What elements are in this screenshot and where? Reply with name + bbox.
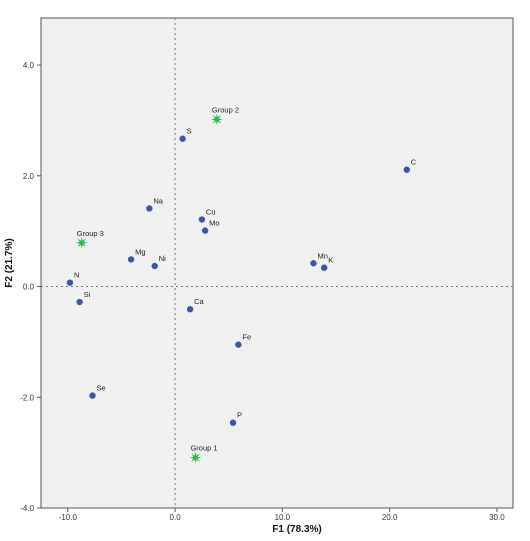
x-tick-label: 10.0 xyxy=(275,513,291,522)
group-point-group-3 xyxy=(76,237,88,249)
element-point-na xyxy=(146,205,152,211)
element-point-mn xyxy=(310,260,316,266)
x-axis-title: F1 (78.3%) xyxy=(272,524,321,535)
x-axis: -10.0 0.0 10.0 20.0 30.0 xyxy=(59,508,506,522)
point-label-se: Se xyxy=(96,384,105,393)
x-tick-label: 20.0 xyxy=(382,513,398,522)
point-label-fe: Fe xyxy=(242,333,251,342)
point-label-ca: Ca xyxy=(194,297,204,306)
group-point-group-1 xyxy=(189,452,201,464)
x-tick-label: 0.0 xyxy=(170,513,182,522)
element-point-se xyxy=(89,392,95,398)
y-tick-label: 4.0 xyxy=(23,61,35,70)
point-label-p: P xyxy=(237,411,242,420)
element-point-si xyxy=(76,299,82,305)
y-axis: -4.0 -2.0 0.0 2.0 4.0 xyxy=(20,61,41,513)
point-label-ni: Ni xyxy=(159,254,166,263)
point-label-si: Si xyxy=(84,290,91,299)
plot-area xyxy=(41,18,513,508)
y-tick-label: 2.0 xyxy=(23,172,35,181)
y-tick-label: 0.0 xyxy=(23,283,35,292)
y-tick-label: -2.0 xyxy=(20,393,34,402)
point-label-k: K xyxy=(328,256,333,265)
point-label-n: N xyxy=(74,271,79,280)
x-tick-label: 30.0 xyxy=(489,513,505,522)
element-point-n xyxy=(67,279,73,285)
point-label-cu: Cu xyxy=(206,208,216,217)
point-label-group-2: Group 2 xyxy=(212,105,239,114)
element-point-ni xyxy=(152,263,158,269)
y-axis-title: F2 (21.7%) xyxy=(4,238,15,287)
point-label-c: C xyxy=(411,158,417,167)
element-point-k xyxy=(321,265,327,271)
x-tick-label: -10.0 xyxy=(59,513,78,522)
point-label-mo: Mo xyxy=(209,219,219,228)
point-label-group-1: Group 1 xyxy=(190,444,217,453)
point-label-na: Na xyxy=(153,196,163,205)
element-point-mo xyxy=(202,227,208,233)
point-label-mn: Mn xyxy=(317,251,327,260)
point-label-s: S xyxy=(187,127,192,136)
element-point-cu xyxy=(199,216,205,222)
point-label-mg: Mg xyxy=(135,247,145,256)
element-point-ca xyxy=(187,306,193,312)
point-label-group-3: Group 3 xyxy=(77,229,104,238)
y-tick-label: -4.0 xyxy=(20,504,34,513)
group-point-group-2 xyxy=(211,113,223,125)
element-point-fe xyxy=(235,341,241,347)
element-point-s xyxy=(179,136,185,142)
element-point-c xyxy=(404,167,410,173)
element-point-mg xyxy=(128,256,134,262)
element-point-p xyxy=(230,420,236,426)
